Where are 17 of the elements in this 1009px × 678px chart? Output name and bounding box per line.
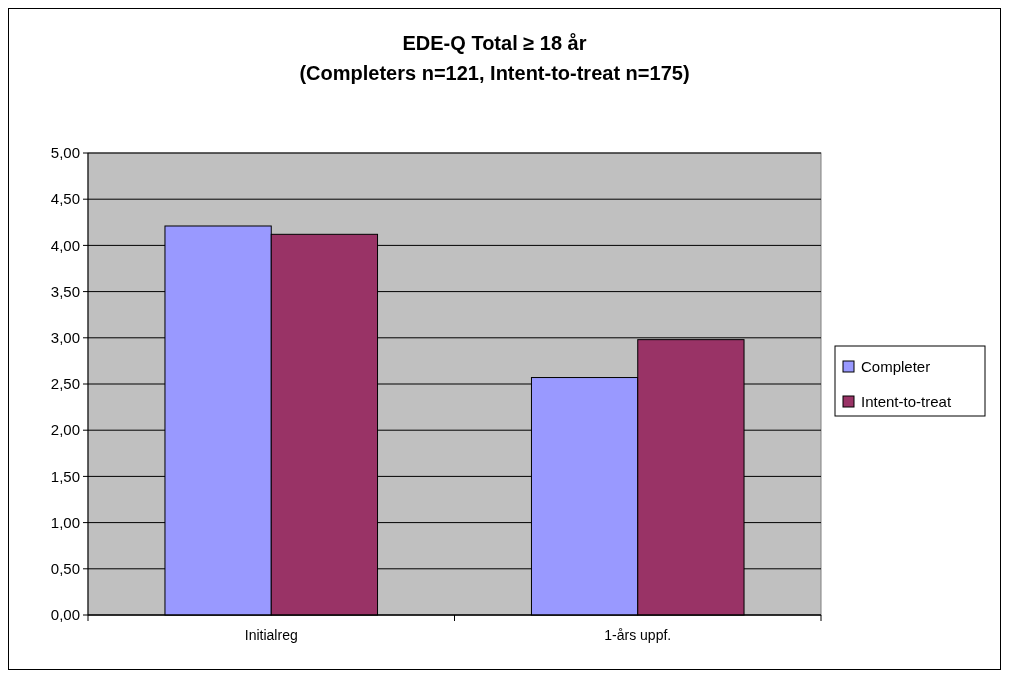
y-tick-label: 1,00 [50,513,80,531]
y-tick-label: 0,00 [50,606,80,624]
x-tick-label: 1-års uppf. [604,627,672,643]
y-tick-label: 5,00 [50,144,80,162]
y-tick-label: 4,00 [50,236,80,254]
chart-title: EDE-Q Total ≥ 18 år [402,32,587,54]
y-tick-label: 0,50 [50,560,80,578]
y-tick-label: 2,50 [50,375,80,393]
chart-subtitle: (Completers n=121, Intent-to-treat n=175) [299,62,690,84]
y-tick-label: 4,50 [50,190,80,208]
y-tick-label: 3,00 [50,329,80,347]
y-tick-label: 2,00 [50,421,80,439]
y-tick-label: 1,50 [50,467,80,485]
x-tick-label: Initialreg [244,627,298,643]
legend-label: Intent-to-treat [861,393,952,411]
y-tick-label: 3,50 [50,282,80,300]
legend-label: Completer [861,358,931,376]
